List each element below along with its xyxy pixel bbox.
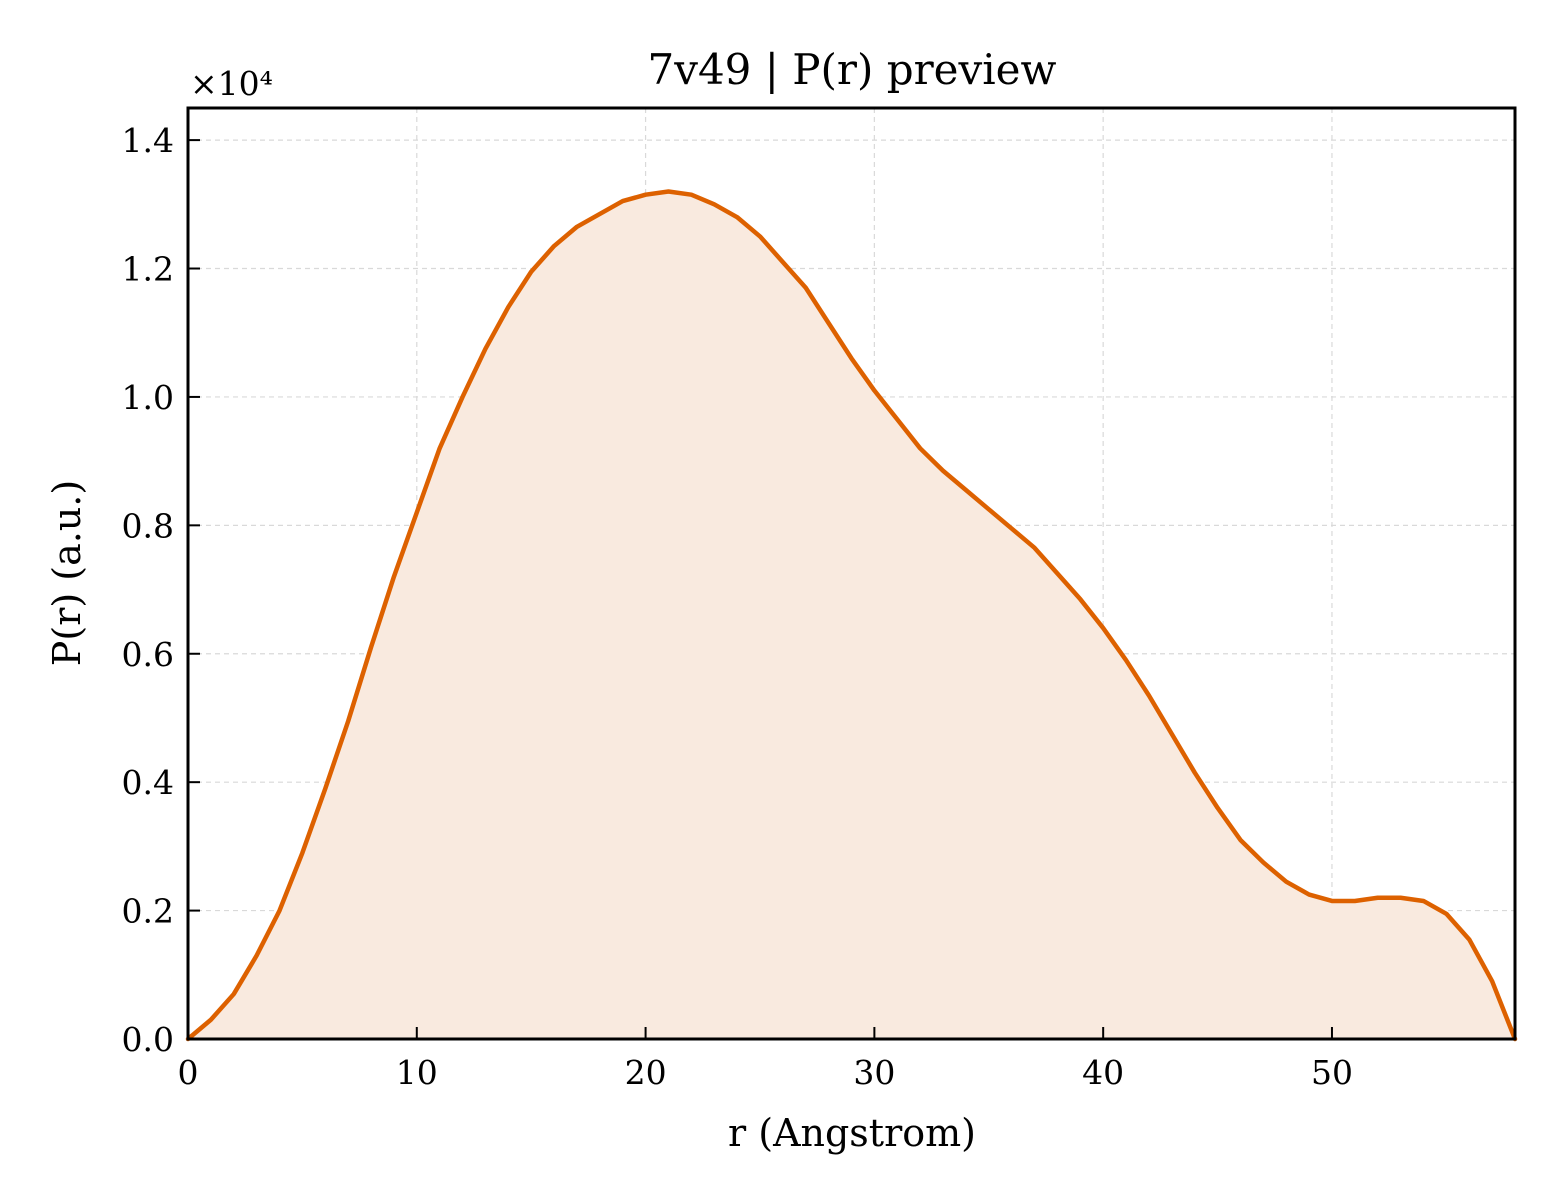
y-tick-label: 0.6 xyxy=(122,635,174,674)
y-tick-label: 1.2 xyxy=(122,250,174,289)
y-tick-label: 0.4 xyxy=(122,763,174,802)
y-tick-label: 0.8 xyxy=(122,506,174,545)
x-tick-label: 10 xyxy=(396,1053,438,1092)
series-area-fill xyxy=(188,191,1515,1040)
x-axis-label: r (Angstrom) xyxy=(728,1111,976,1155)
x-tick-label: 20 xyxy=(625,1053,667,1092)
y-tick-label: 0.0 xyxy=(122,1020,174,1059)
y-tick-label: 1.4 xyxy=(122,121,174,160)
y-axis-multiplier: ×10⁴ xyxy=(190,64,273,103)
series-line xyxy=(185,189,1518,1042)
x-tick-label: 0 xyxy=(178,1053,199,1092)
x-tick-label: 50 xyxy=(1311,1053,1353,1092)
y-axis-label: P(r) (a.u.) xyxy=(45,480,89,666)
chart-title: 7v49 | P(r) preview xyxy=(648,45,1057,94)
x-tick-label: 40 xyxy=(1082,1053,1124,1092)
axis-ticks: 0 10 20 30 40 50 0.0 0.2 0.4 0.6 0.8 1.0 1.2 1.4 xyxy=(122,121,1353,1092)
plot-frame xyxy=(186,106,1517,1041)
y-tick-label: 1.0 xyxy=(122,378,174,417)
y-tick-label: 0.2 xyxy=(122,892,174,931)
x-tick-label: 30 xyxy=(853,1053,895,1092)
